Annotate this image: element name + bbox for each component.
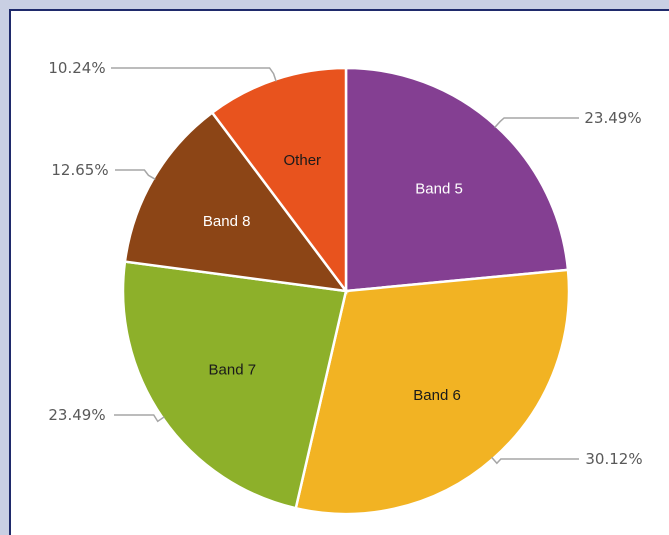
slice-labels: Band 5 Band 6 Band 7 Band 8 Other: [203, 152, 463, 404]
value-label-band-6: 30.12%: [585, 450, 642, 468]
slice-label-band-5: Band 5: [415, 181, 463, 198]
slice-label-band-8: Band 8: [203, 213, 251, 230]
value-label-band-8: 12.65%: [51, 161, 108, 179]
leader-lines: [111, 67, 579, 465]
leader-line-band-5: [494, 117, 579, 129]
pie-slice-band-5: [344, 66, 570, 293]
slice-label-band-7: Band 7: [209, 362, 257, 379]
pie-chart: Band 5 Band 6 Band 7 Band 8 Other 23.49% 30.1…: [48, 59, 643, 516]
leader-line-band-6: [491, 456, 579, 465]
value-label-other: 10.24%: [48, 59, 105, 77]
pie-slices: [121, 66, 571, 516]
leader-line-band-7: [114, 414, 165, 423]
value-labels: 23.49% 30.12% 23.49% 12.65% 10.24%: [48, 59, 642, 468]
value-label-band-5: 23.49%: [584, 109, 641, 127]
leader-line-band-8: [115, 169, 156, 180]
slice-label-other: Other: [284, 152, 322, 169]
chart-panel: Band 5 Band 6 Band 7 Band 8 Other 23.49% 30.1…: [9, 9, 669, 535]
leader-line-other: [111, 67, 277, 82]
slice-label-band-6: Band 6: [413, 387, 461, 404]
value-label-band-7: 23.49%: [48, 406, 105, 424]
